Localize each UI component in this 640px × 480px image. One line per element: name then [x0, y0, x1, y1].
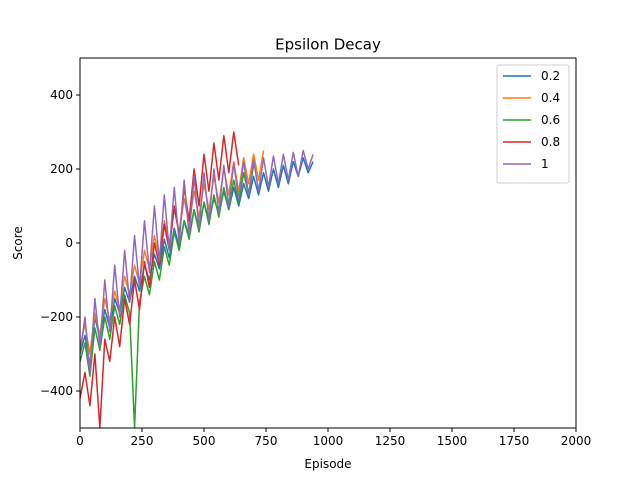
legend-entry: 0.2: [541, 69, 560, 83]
y-tick-label: −200: [40, 310, 73, 324]
y-axis: −400 −200 0 200 400: [40, 88, 80, 398]
x-tick-label: 250: [131, 434, 154, 448]
y-tick-label: 0: [65, 236, 73, 250]
series-line-1: [80, 149, 314, 374]
y-axis-label: Score: [11, 226, 25, 260]
legend: 0.2 0.4 0.6 0.8 1: [496, 64, 570, 184]
x-axis: 0 250 500 750 1000 1250 1500 1750 2000: [76, 428, 591, 448]
legend-entry: 0.4: [541, 91, 560, 105]
x-tick-label: 500: [193, 434, 216, 448]
chart-title: Epsilon Decay: [275, 36, 381, 54]
x-tick-label: 1250: [375, 434, 406, 448]
legend-entry: 1: [541, 157, 549, 171]
x-tick-label: 1750: [499, 434, 530, 448]
legend-entry: 0.6: [541, 113, 560, 127]
x-tick-label: 750: [255, 434, 278, 448]
x-tick-label: 1000: [313, 434, 344, 448]
y-tick-label: 200: [50, 162, 73, 176]
legend-entry: 0.8: [541, 135, 560, 149]
x-tick-label: 1500: [437, 434, 468, 448]
x-axis-label: Episode: [304, 457, 351, 471]
y-tick-label: −400: [40, 384, 73, 398]
x-tick-label: 2000: [561, 434, 592, 448]
series-line-0-6: [80, 165, 255, 428]
x-tick-label: 0: [76, 434, 84, 448]
series-layer: [80, 131, 314, 428]
y-tick-label: 400: [50, 88, 73, 102]
legend-box: [496, 64, 570, 184]
series-line-0-8: [80, 131, 240, 428]
